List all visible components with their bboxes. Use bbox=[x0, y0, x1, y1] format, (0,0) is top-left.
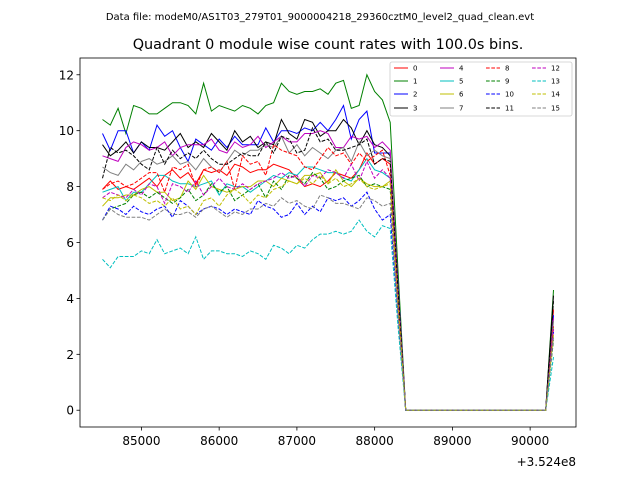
y-axis: 0 2 4 6 8 10 12 bbox=[59, 68, 80, 418]
legend-label-3: 3 bbox=[413, 105, 417, 113]
y-tick-label: 4 bbox=[66, 292, 74, 306]
series-group bbox=[102, 73, 554, 411]
chart-title: Quadrant 0 module wise count rates with … bbox=[133, 37, 524, 53]
legend-label-6: 6 bbox=[459, 91, 464, 99]
chart-suptitle: Data file: modeM0/AS1T03_279T01_90000042… bbox=[106, 12, 534, 23]
legend-label-10: 10 bbox=[505, 91, 514, 99]
x-tick-label: 87000 bbox=[278, 434, 316, 448]
y-tick-label: 8 bbox=[66, 180, 74, 194]
y-tick-label: 0 bbox=[66, 404, 74, 418]
x-tick-label: 88000 bbox=[356, 434, 394, 448]
legend-label-14: 14 bbox=[551, 91, 560, 99]
x-tick-label: 85000 bbox=[122, 434, 160, 448]
legend-frame bbox=[389, 61, 573, 117]
legend-label-12: 12 bbox=[551, 65, 560, 73]
series-line-15 bbox=[102, 194, 554, 411]
legend-label-0: 0 bbox=[413, 65, 417, 73]
y-tick-label: 12 bbox=[59, 68, 74, 82]
legend-label-8: 8 bbox=[505, 65, 509, 73]
x-tick-label: 86000 bbox=[200, 434, 238, 448]
legend-label-1: 1 bbox=[413, 78, 417, 86]
legend-label-9: 9 bbox=[505, 78, 509, 86]
y-tick-label: 6 bbox=[66, 236, 74, 250]
legend-label-7: 7 bbox=[459, 105, 463, 113]
y-tick-label: 10 bbox=[59, 124, 74, 138]
legend-label-4: 4 bbox=[459, 65, 464, 73]
y-tick-label: 2 bbox=[66, 348, 74, 362]
x-tick-label: 89000 bbox=[433, 434, 471, 448]
x-tick-label: 90000 bbox=[511, 434, 549, 448]
x-axis: 85000 86000 87000 88000 89000 90000 bbox=[122, 427, 549, 448]
legend-label-2: 2 bbox=[413, 91, 417, 99]
legend-label-5: 5 bbox=[459, 78, 463, 86]
legend-label-11: 11 bbox=[505, 105, 514, 113]
series-line-13 bbox=[102, 219, 554, 411]
legend-label-13: 13 bbox=[551, 78, 560, 86]
legend-label-15: 15 bbox=[551, 105, 560, 113]
x-offset-text: +3.524e8 bbox=[517, 455, 576, 469]
